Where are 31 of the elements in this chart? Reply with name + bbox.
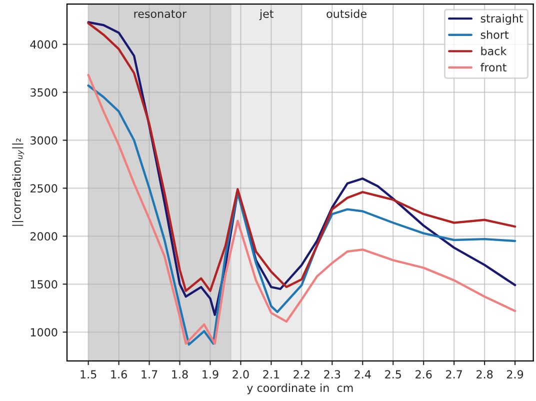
legend-label: front [480, 62, 506, 72]
x-tick-label: 2.1 [263, 370, 280, 378]
x-axis-title: y coordinate in cm [246, 383, 353, 394]
x-tick-label: 2.5 [385, 370, 401, 379]
y-tick-label: 1000 [30, 328, 58, 336]
annotation: outside [326, 9, 366, 18]
x-tick-label: 2.9 [507, 370, 524, 379]
y-tick-label: 2500 [30, 184, 58, 193]
x-tick-label: 2.0 [232, 370, 249, 379]
legend-label: straight [480, 14, 524, 25]
x-tick-label: 1.7 [142, 370, 158, 378]
y-tick-label: 2000 [30, 232, 58, 241]
y-tick-label: 1500 [30, 280, 58, 289]
y-tick-label: 3500 [30, 88, 58, 97]
x-tick-label: 2.3 [324, 370, 340, 379]
y-tick-label: 3000 [30, 136, 58, 145]
y-tick-label: 4000 [30, 40, 58, 49]
x-tick-label: 2.2 [294, 370, 310, 378]
legend-label: short [480, 30, 509, 39]
x-tick-label: 2.8 [476, 370, 493, 379]
x-tick-label: 1.5 [80, 370, 96, 379]
x-tick-label: 2.7 [446, 370, 462, 378]
x-tick-label: 1.6 [111, 370, 127, 379]
x-tick-label: 2.6 [416, 370, 432, 379]
legend-label: back [481, 46, 507, 56]
band-label: resonator [134, 10, 187, 18]
band-label: jet [259, 9, 274, 20]
x-tick-label: 1.9 [202, 370, 218, 379]
x-tick-label: 2.4 [354, 370, 371, 378]
y-axis-title: ||correlation$_{uy}$||₂ [12, 138, 24, 226]
x-tick-label: 1.8 [172, 370, 188, 379]
